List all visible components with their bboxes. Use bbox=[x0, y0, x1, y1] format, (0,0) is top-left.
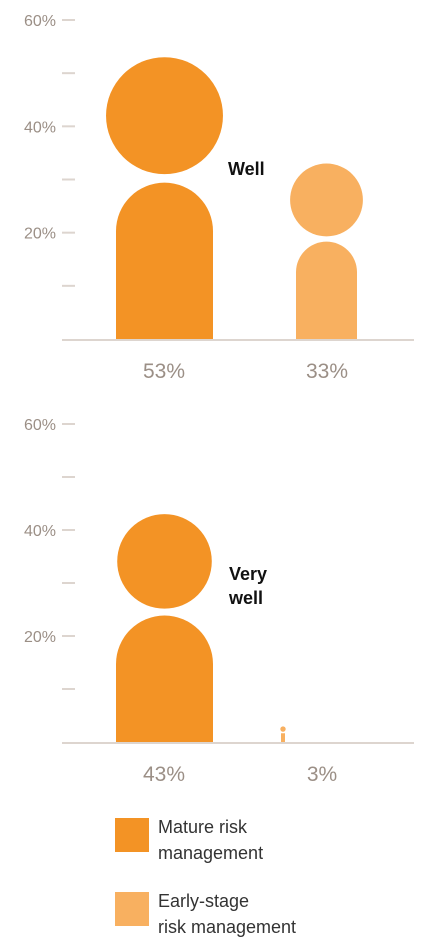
legend-label-mature-line2: management bbox=[158, 843, 264, 863]
chart-title-line: Well bbox=[228, 159, 265, 179]
legend-label-early-stage: Early-stage risk management bbox=[158, 888, 348, 940]
bar-mature bbox=[106, 57, 223, 339]
bar-head bbox=[106, 57, 223, 175]
y-tick-label: 40% bbox=[24, 523, 56, 540]
legend-label-early-stage-line2: risk management bbox=[158, 917, 297, 937]
y-tick-label: 60% bbox=[24, 13, 56, 30]
y-tick-label: 20% bbox=[24, 226, 56, 243]
chart-title: Very well bbox=[228, 564, 267, 608]
bar-body bbox=[281, 733, 285, 742]
chart-title-line: well bbox=[228, 588, 263, 608]
value-label-mature: 43% bbox=[143, 763, 185, 786]
legend-label-early-stage-line1: Early-stage bbox=[158, 891, 250, 911]
legend-label-mature-line1: Mature risk bbox=[158, 817, 248, 837]
bar-early-stage bbox=[290, 163, 363, 339]
chart-title: Well bbox=[228, 159, 265, 179]
bar-head bbox=[280, 726, 286, 732]
bar-body bbox=[116, 182, 213, 339]
y-tick-label: 60% bbox=[24, 417, 56, 434]
bar-early-stage bbox=[280, 726, 286, 742]
value-label-early-stage: 3% bbox=[307, 763, 337, 786]
chart-well: 20% 40% 60% 53% 33% Well bbox=[0, 0, 421, 400]
chart-very-well-svg: 20% 40% 60% 43% 3% Very well bbox=[24, 417, 414, 786]
legend-swatch-mature bbox=[115, 818, 149, 852]
bar-body bbox=[296, 241, 357, 339]
legend-item-early-stage: Early-stage risk management bbox=[115, 888, 348, 940]
legend-label-mature: Mature risk management bbox=[158, 814, 348, 866]
y-tick-label: 20% bbox=[24, 629, 56, 646]
legend-swatch-early-stage bbox=[115, 892, 149, 926]
legend-item-mature: Mature risk management bbox=[115, 814, 348, 866]
value-label-early-stage: 33% bbox=[306, 360, 348, 383]
chart-very-well: 20% 40% 60% 43% 3% Very well bbox=[0, 400, 421, 800]
chart-title-line: Very bbox=[229, 564, 267, 584]
chart-well-svg: 20% 40% 60% 53% 33% Well bbox=[24, 13, 414, 383]
bar-body bbox=[116, 615, 213, 742]
bar-head bbox=[117, 514, 212, 609]
legend: Mature risk management Early-stage risk … bbox=[0, 805, 421, 952]
bar-head bbox=[290, 163, 363, 237]
bar-mature bbox=[116, 514, 213, 742]
value-label-mature: 53% bbox=[143, 360, 185, 383]
y-tick-label: 40% bbox=[24, 119, 56, 136]
